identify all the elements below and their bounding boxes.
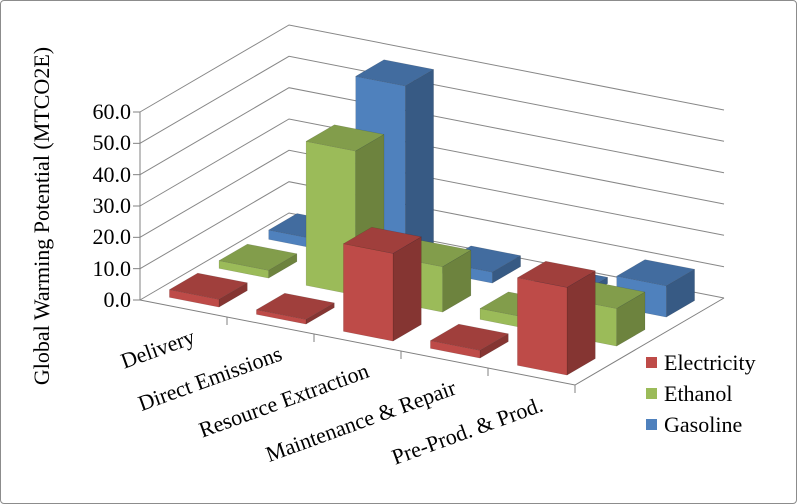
y-tick-label: 20.0 <box>92 224 132 250</box>
legend-swatch-electricity <box>646 357 657 368</box>
y-axis-title: Global Warming Potential (MTCO2E) <box>29 46 54 386</box>
series-electricity <box>169 226 596 376</box>
category-axis <box>139 297 725 393</box>
y-tick-label: 10.0 <box>92 255 132 281</box>
legend-label-ethanol: Ethanol <box>664 380 733 406</box>
legend-label-gasoline: Gasoline <box>664 411 743 437</box>
bar-electricity-pre-prod-prod <box>517 260 596 376</box>
gridline <box>139 24 725 113</box>
gridline <box>139 118 725 207</box>
gridline <box>139 55 725 144</box>
y-tick-label: 40.0 <box>92 161 132 187</box>
gridline <box>139 149 725 238</box>
gridline <box>139 181 725 270</box>
legend-item-ethanol: Ethanol <box>646 378 756 409</box>
gridlines <box>139 24 725 301</box>
bar-electricity-resource-extraction <box>343 226 422 342</box>
bar-electricity-delivery <box>169 272 248 308</box>
bar-ethanol-delivery <box>218 243 298 279</box>
y-tick-label: 0.0 <box>103 287 132 312</box>
y-axis <box>133 111 141 301</box>
legend-label-electricity: Electricity <box>664 349 756 375</box>
bar-electricity-maintenance-repair <box>430 323 509 359</box>
legend-item-electricity: Electricity <box>646 347 756 378</box>
y-tick-label: 30.0 <box>92 193 132 218</box>
legend-swatch-ethanol <box>646 388 657 399</box>
legend-swatch-gasoline <box>646 419 657 430</box>
y-tick-label: 60.0 <box>92 99 132 124</box>
legend: Electricity Ethanol Gasoline <box>646 347 756 440</box>
legend-item-gasoline: Gasoline <box>646 409 756 440</box>
gridline <box>139 87 725 176</box>
bar-electricity-direct-emissions <box>256 292 335 325</box>
y-tick-label: 50.0 <box>92 130 132 156</box>
